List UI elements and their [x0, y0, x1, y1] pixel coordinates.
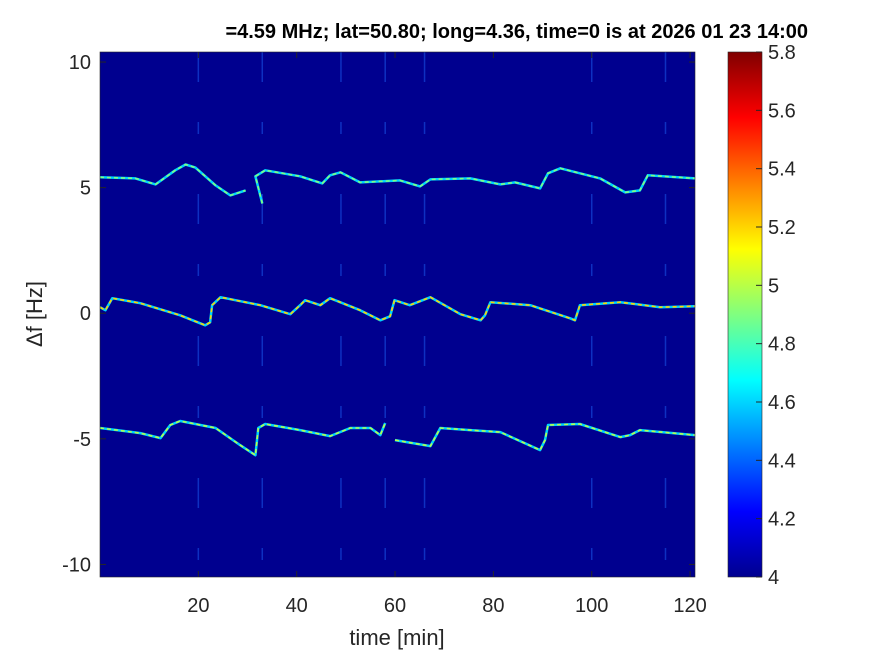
x-tick-label: 20 — [187, 595, 209, 617]
trace-0-highlight — [100, 163, 246, 197]
y-axis-label: Δf [Hz] — [22, 281, 47, 347]
y-tick-label: -10 — [62, 554, 91, 576]
chart-title: =4.59 MHz; lat=50.80; long=4.36, time=0 … — [225, 21, 808, 43]
colorbar-tick-label: 5.2 — [768, 217, 796, 239]
colorbar-tick-label: 4 — [768, 567, 779, 589]
x-tick-label: 40 — [286, 595, 308, 617]
colorbar — [727, 51, 763, 578]
colorbar-tick-label: 4.4 — [768, 450, 796, 472]
colorbar-tick-label: 5.4 — [768, 159, 796, 181]
x-axis-label: time [min] — [349, 625, 444, 650]
axes-box — [99, 51, 696, 578]
x-tick-label: 80 — [482, 595, 504, 617]
trace-2-highlight — [394, 423, 695, 451]
trace-0-highlight — [254, 167, 695, 204]
colorbar-tick-label: 5.8 — [768, 42, 796, 64]
colorbar-tick-label: 4.2 — [768, 509, 796, 531]
colorbar-tick-label: 5 — [768, 275, 779, 297]
x-tick-label: 120 — [673, 595, 706, 617]
y-tick-label: -5 — [73, 429, 91, 451]
plot-area — [100, 52, 695, 577]
trace-2-base — [100, 419, 387, 457]
colorbar-tick-label: 4.8 — [768, 334, 796, 356]
colorbar-tick-label: 5.6 — [768, 100, 796, 122]
y-tick-label: 0 — [80, 303, 91, 325]
y-tick-label: 10 — [69, 52, 91, 74]
y-tick-label: 5 — [80, 178, 91, 200]
x-tick-label: 100 — [575, 595, 608, 617]
x-tick-label: 60 — [384, 595, 406, 617]
trace-1-highlight — [100, 296, 695, 327]
colorbar-tick-label: 4.6 — [768, 392, 796, 414]
